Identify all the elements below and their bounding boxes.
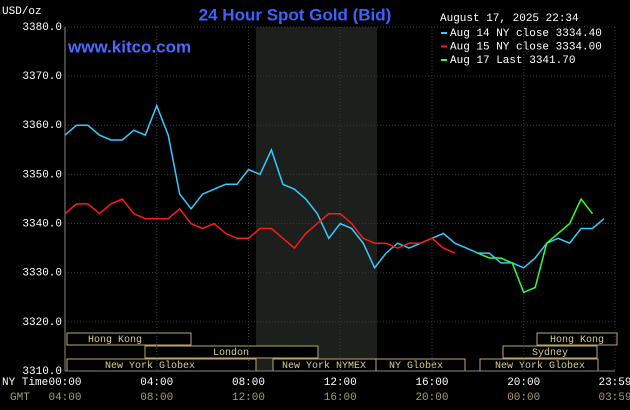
chart-title: 24 Hour Spot Gold (Bid) — [199, 5, 392, 24]
y-tick-label: 3350.0 — [22, 169, 62, 181]
x2-tick-label: 04:00 — [48, 392, 81, 404]
x2-axis-label: GMT — [10, 392, 30, 404]
x-tick-label: 23:59 — [598, 377, 630, 389]
session-label: Hong Kong — [550, 335, 604, 346]
series-line — [64, 103, 605, 270]
session-label: New York Globex — [105, 360, 195, 372]
x2-tick-label: 03:59 — [598, 392, 630, 404]
y-tick-label: 3320.0 — [22, 317, 62, 329]
x-tick-label: 20:00 — [507, 377, 540, 389]
session-box — [502, 345, 598, 359]
y-tick-label: 3360.0 — [22, 120, 62, 132]
x-axis-label: NY Time — [2, 377, 48, 389]
x-tick-label: 00:00 — [48, 377, 81, 389]
session-label: Hong Kong — [88, 335, 142, 346]
session-label: London — [213, 347, 249, 359]
watermark: www.kitco.com — [67, 37, 191, 56]
y-axis-label: USD/oz — [2, 6, 42, 18]
series-line — [477, 197, 594, 294]
y-tick-label: 3330.0 — [22, 268, 62, 280]
x2-tick-label: 08:00 — [140, 392, 173, 404]
legend-label: Aug 14 NY close 3334.40 — [450, 28, 602, 40]
x2-tick-label: 16:00 — [324, 392, 357, 404]
sessions: Hong Kong Hong Kong London Sydney New Yo… — [66, 332, 618, 372]
y-tick-label: 3380.0 — [22, 22, 62, 34]
x-tick-label: 04:00 — [140, 377, 173, 389]
session-label: Sydney — [532, 347, 568, 359]
session-box — [536, 332, 618, 346]
session-label: New York Globex — [495, 360, 585, 372]
y-tick-label: 3340.0 — [22, 218, 62, 230]
x-tick-label: 12:00 — [324, 377, 357, 389]
shaded-session — [256, 27, 377, 371]
y-tick-label: 3310.0 — [22, 366, 62, 378]
x2-tick-label: 20:00 — [415, 392, 448, 404]
timestamp: August 17, 2025 22:34 — [440, 13, 579, 25]
legend-label: Aug 15 NY close 3334.00 — [450, 41, 602, 53]
y-tick-label: 3370.0 — [22, 71, 62, 83]
session-box — [66, 332, 192, 346]
session-label: New York NYMEX — [282, 360, 366, 372]
session-label: NY Globex — [389, 360, 443, 372]
x2-tick-label: 00:00 — [507, 392, 540, 404]
x2-tick-label: 12:00 — [232, 392, 265, 404]
session-box — [144, 345, 319, 359]
legend-label: Aug 17 Last 3341.70 — [450, 55, 575, 67]
series-line — [64, 198, 456, 254]
x-tick-label: 08:00 — [232, 377, 265, 389]
x-tick-label: 16:00 — [415, 377, 448, 389]
